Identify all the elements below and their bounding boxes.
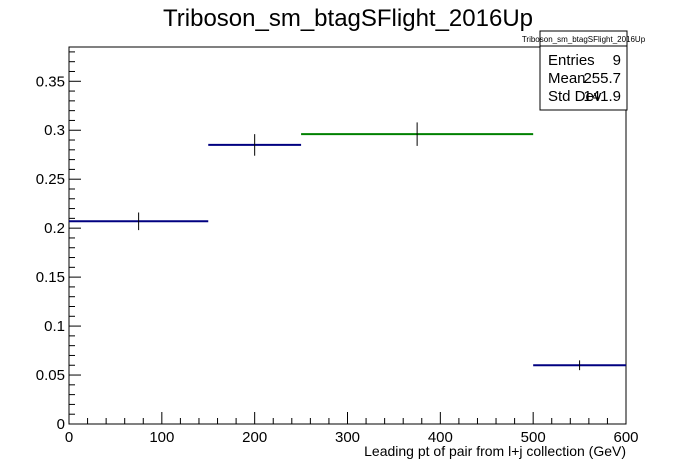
x-tick-label: 600 [613, 429, 638, 446]
stats-label: Std Dev [548, 88, 602, 105]
x-axis-label: Leading pt of pair from l+j collection (… [364, 443, 626, 459]
x-tick-label: 300 [335, 429, 360, 446]
y-tick-label: 0.1 [44, 318, 65, 335]
x-tick-label: 200 [242, 429, 267, 446]
stats-value: 141.9 [583, 88, 621, 105]
y-tick-label: 0.25 [36, 171, 65, 188]
histogram-bins [69, 122, 626, 371]
y-tick-label: 0.3 [44, 122, 65, 139]
x-tick-label: 400 [428, 429, 453, 446]
stats-box-title: Triboson_sm_btagSFlight_2016Up [522, 35, 646, 44]
y-axis: 0 0.05 0.1 0.15 0.2 0.25 0.3 0.35 [36, 47, 81, 433]
chart-title: Triboson_sm_btagSFlight_2016Up [163, 5, 533, 32]
stats-box: Triboson_sm_btagSFlight_2016Up Entries 9 M… [522, 30, 646, 111]
stats-box-frame [539, 30, 628, 111]
x-axis: 0 100 200 300 400 500 600 [65, 412, 639, 446]
x-tick-label: 100 [149, 429, 174, 446]
x-tick-label: 0 [65, 429, 73, 446]
stats-label: Entries [548, 52, 595, 69]
y-tick-label: 0.2 [44, 220, 65, 237]
y-tick-label: 0.15 [36, 269, 65, 286]
y-tick-label: 0.35 [36, 73, 65, 90]
y-tick-label: 0.05 [36, 367, 65, 384]
stats-label: Mean [548, 70, 586, 87]
x-tick-label: 500 [521, 429, 546, 446]
y-tick-label: 0 [57, 416, 65, 433]
stats-value: 255.7 [583, 70, 621, 87]
stats-value: 9 [613, 52, 621, 69]
